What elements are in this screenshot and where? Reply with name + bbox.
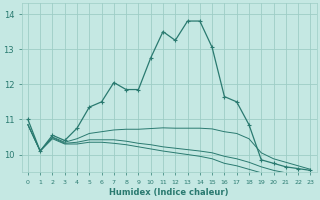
X-axis label: Humidex (Indice chaleur): Humidex (Indice chaleur) (109, 188, 229, 197)
